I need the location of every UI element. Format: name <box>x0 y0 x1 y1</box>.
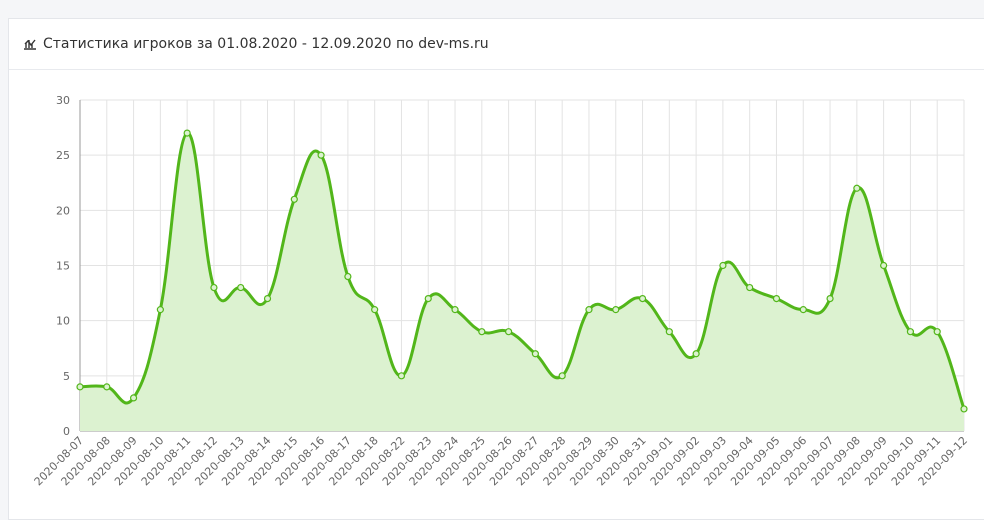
point <box>424 295 432 303</box>
point <box>210 283 218 292</box>
point <box>960 405 968 413</box>
point <box>665 328 673 336</box>
point <box>129 394 138 402</box>
point <box>585 306 593 314</box>
point <box>156 306 164 314</box>
point <box>371 306 379 314</box>
point <box>638 295 647 303</box>
area <box>80 132 964 431</box>
point <box>772 295 781 303</box>
point <box>719 261 727 270</box>
point <box>799 306 807 314</box>
point <box>853 184 861 192</box>
chart-icon <box>24 39 36 50</box>
y-tick-label: 0 <box>63 425 70 438</box>
point <box>558 372 566 380</box>
line <box>79 131 966 410</box>
point <box>906 328 915 336</box>
point <box>505 328 513 336</box>
point <box>880 261 888 270</box>
y-tick-label: 25 <box>56 149 70 162</box>
point <box>397 372 406 380</box>
point <box>76 383 84 391</box>
point <box>531 350 539 358</box>
y-tick-label: 15 <box>56 260 70 273</box>
point <box>263 295 272 303</box>
y-tick-label: 20 <box>56 204 70 217</box>
point <box>692 350 700 358</box>
point <box>826 295 834 303</box>
point <box>103 383 111 391</box>
point <box>933 328 941 336</box>
point <box>451 306 459 314</box>
card-header: Статистика игроков за 01.08.2020 - 12.09… <box>9 19 984 70</box>
chart-title: Статистика игроков за 01.08.2020 - 12.09… <box>43 36 489 52</box>
y-tick-label: 30 <box>56 94 70 107</box>
point <box>183 129 191 137</box>
y-tick-label: 10 <box>56 315 70 328</box>
point <box>237 283 245 292</box>
y-tick-label: 5 <box>63 370 70 383</box>
point <box>746 283 754 292</box>
point <box>612 306 620 314</box>
point <box>344 272 352 281</box>
point <box>317 151 325 159</box>
point <box>290 195 298 203</box>
point <box>478 328 486 336</box>
